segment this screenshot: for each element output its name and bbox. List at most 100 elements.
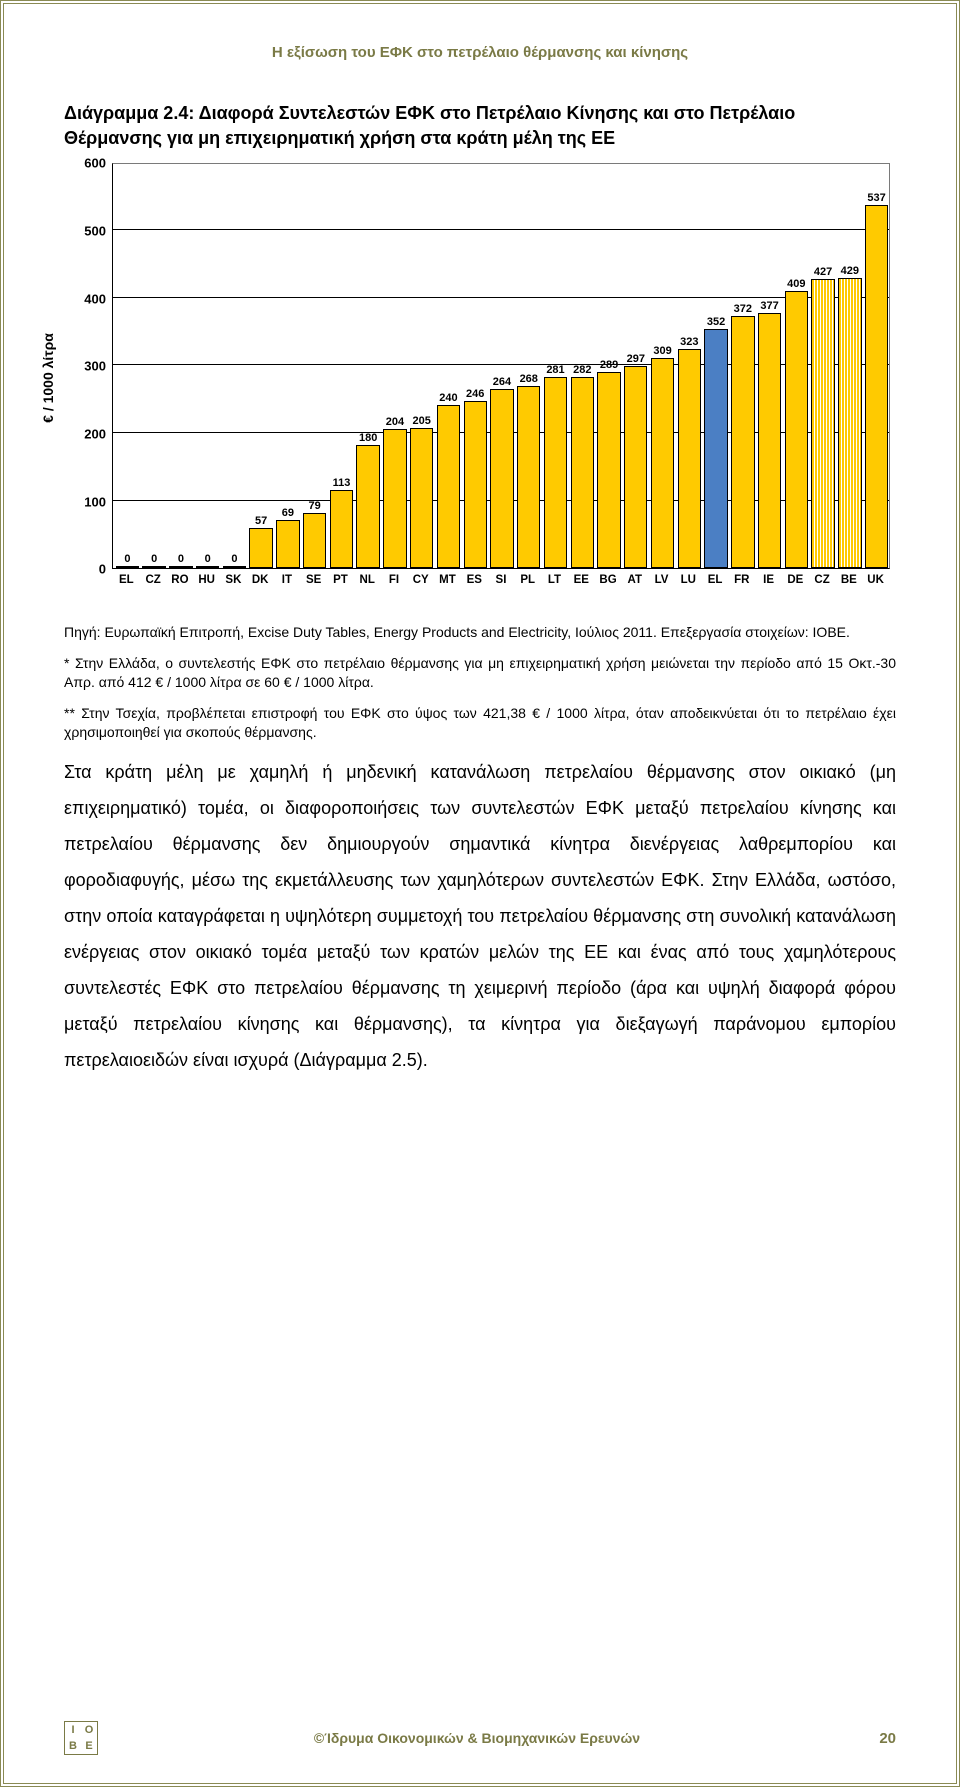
bar-value-label: 240 — [434, 392, 464, 404]
bar-value-label: 352 — [701, 316, 731, 328]
bar: 113 — [330, 490, 353, 568]
bar-slot: 297AT — [621, 164, 648, 568]
bar-slot: 281LT — [541, 164, 568, 568]
chart-title: Διάγραμμα 2.4: Διαφορά Συντελεστών ΕΦΚ σ… — [64, 101, 896, 151]
bar: 409 — [785, 291, 808, 568]
bar-value-label: 289 — [594, 359, 624, 371]
bar-value-label: 427 — [808, 266, 838, 278]
y-tick-label: 600 — [70, 156, 106, 171]
bar-value-label: 180 — [353, 432, 383, 444]
bar-slot: 0HU — [193, 164, 220, 568]
page-number: 20 — [856, 1730, 896, 1747]
bar: 240 — [437, 405, 460, 569]
bar: 289 — [597, 372, 620, 569]
bar: 246 — [464, 401, 487, 569]
source-text: Πηγή: Ευρωπαϊκή Επιτροπή, Excise Duty Ta… — [64, 623, 896, 642]
plot-area: 0EL0CZ0RO0HU0SK57DK69IT79SE113PT180NL204… — [112, 163, 890, 569]
bar-slot: 323LU — [675, 164, 702, 568]
bar: 377 — [758, 313, 781, 569]
bar-value-label: 0 — [193, 553, 223, 565]
logo-letter: E — [81, 1738, 97, 1754]
bar-slot: 246ES — [461, 164, 488, 568]
logo-letter: O — [81, 1722, 97, 1738]
bar-slot: 427CZ — [809, 164, 836, 568]
bar-slot: 537UK — [862, 164, 889, 568]
bar-value-label: 204 — [380, 416, 410, 428]
bar-slot: 113PT — [327, 164, 354, 568]
bar-chart: € / 1000 λίτρα 0100200300400500600 0EL0C… — [70, 163, 890, 593]
y-tick-label: 400 — [70, 291, 106, 306]
bar-slot: 264SI — [488, 164, 515, 568]
bar-value-label: 0 — [139, 553, 169, 565]
bar: 429 — [838, 278, 861, 569]
y-tick-label: 0 — [70, 562, 106, 577]
bar-slot: 180NL — [354, 164, 381, 568]
bar-value-label: 281 — [541, 364, 571, 376]
bar: 57 — [249, 528, 272, 568]
bar-value-label: 409 — [781, 278, 811, 290]
bar-value-label: 0 — [219, 553, 249, 565]
bar: 427 — [811, 279, 834, 569]
document-page: Η εξίσωση του ΕΦΚ στο πετρέλαιο θέρμανση… — [0, 0, 960, 1787]
bar: 205 — [410, 428, 433, 568]
bar-value-label: 113 — [326, 477, 356, 489]
y-tick-label: 500 — [70, 224, 106, 239]
bar-slot: 377IE — [755, 164, 782, 568]
bar-value-label: 297 — [621, 353, 651, 365]
bar: 0 — [223, 566, 246, 568]
bar-slot: 268PL — [514, 164, 541, 568]
bar: 352 — [704, 329, 727, 568]
bar: 537 — [865, 205, 888, 569]
bar: 372 — [731, 316, 754, 568]
bar-slot: 352EL — [702, 164, 729, 568]
bar: 297 — [624, 366, 647, 568]
bar-value-label: 79 — [300, 500, 330, 512]
bar-slot: 0EL — [113, 164, 140, 568]
header-title: Η εξίσωση του ΕΦΚ στο πετρέλαιο θέρμανση… — [64, 44, 896, 61]
y-tick-label: 300 — [70, 359, 106, 374]
y-axis-label: € / 1000 λίτρα — [40, 334, 56, 424]
bar-value-label: 377 — [755, 300, 785, 312]
y-tick-label: 100 — [70, 494, 106, 509]
bar-value-label: 372 — [728, 303, 758, 315]
bar-value-label: 0 — [112, 553, 142, 565]
bar-slot: 429BE — [835, 164, 862, 568]
bar-slot: 0CZ — [140, 164, 167, 568]
bar: 268 — [517, 386, 540, 568]
iobe-logo: I O B E — [64, 1721, 98, 1755]
bar-value-label: 309 — [648, 345, 678, 357]
bar: 204 — [383, 429, 406, 568]
bar-slot: 69IT — [274, 164, 301, 568]
bar: 0 — [196, 566, 219, 568]
bar-slot: 205CY — [407, 164, 434, 568]
bar-slot: 79SE — [300, 164, 327, 568]
bars-container: 0EL0CZ0RO0HU0SK57DK69IT79SE113PT180NL204… — [113, 164, 889, 568]
bar-value-label: 429 — [835, 265, 865, 277]
y-tick-label: 200 — [70, 427, 106, 442]
bar: 0 — [169, 566, 192, 568]
body-paragraph: Στα κράτη μέλη με χαμηλή ή μηδενική κατα… — [64, 754, 896, 1078]
bar: 69 — [276, 520, 299, 568]
bar-slot: 409DE — [782, 164, 809, 568]
bar-slot: 240MT — [434, 164, 461, 568]
bar-value-label: 264 — [487, 376, 517, 388]
bar-value-label: 537 — [862, 192, 892, 204]
bar-value-label: 69 — [273, 507, 303, 519]
bar-value-label: 57 — [246, 515, 276, 527]
bar-slot: 0RO — [167, 164, 194, 568]
logo-letter: B — [65, 1738, 81, 1754]
bar-value-label: 282 — [567, 364, 597, 376]
bar: 281 — [544, 377, 567, 568]
bar-slot: 289BG — [595, 164, 622, 568]
bar-slot: 372FR — [728, 164, 755, 568]
page-footer: I O B E ©Ίδρυμα Οικονομικών & Βιομηχανικ… — [64, 1721, 896, 1755]
footnote-2: ** Στην Τσεχία, προβλέπεται επιστροφή το… — [64, 704, 896, 742]
bar: 323 — [678, 349, 701, 568]
bar-value-label: 0 — [166, 553, 196, 565]
bar: 79 — [303, 513, 326, 568]
bar-slot: 204FI — [381, 164, 408, 568]
bar-value-label: 268 — [514, 373, 544, 385]
footer-org: ©Ίδρυμα Οικονομικών & Βιομηχανικών Ερευν… — [98, 1730, 856, 1746]
bar: 309 — [651, 358, 674, 568]
logo-letter: I — [65, 1722, 81, 1738]
